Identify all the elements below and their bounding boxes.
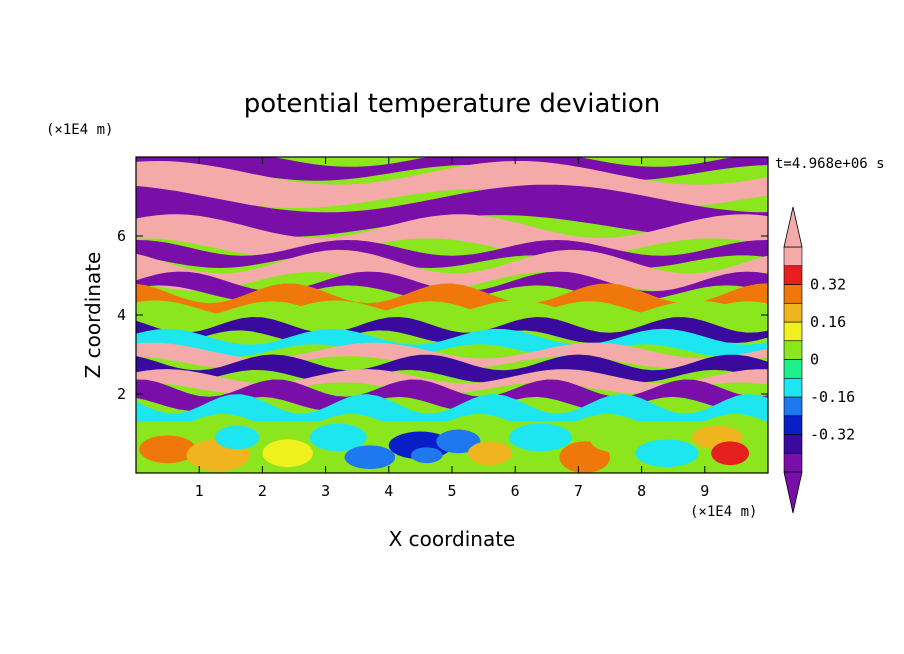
colorbar-swatch bbox=[783, 452, 803, 473]
colorbar-label: -0.32 bbox=[810, 426, 855, 444]
colorbar-label: 0 bbox=[810, 351, 819, 369]
colorbar-swatch bbox=[783, 302, 803, 323]
chart-title: potential temperature deviation bbox=[244, 89, 660, 119]
y-axis-ticks: 2 4 6 bbox=[117, 227, 768, 403]
field-eddy bbox=[559, 441, 610, 474]
y-tick-label: 4 bbox=[117, 306, 126, 324]
colorbar-swatch bbox=[783, 340, 803, 360]
field-band bbox=[136, 249, 768, 291]
colorbar-swatch bbox=[783, 321, 803, 342]
field-eddy bbox=[635, 439, 699, 468]
y-unit-label: (×1E4 m) bbox=[46, 122, 113, 138]
field-band bbox=[136, 214, 768, 258]
field-eddy bbox=[309, 423, 367, 452]
field-band bbox=[136, 328, 768, 357]
colorbar-swatch bbox=[783, 246, 803, 267]
field-eddy bbox=[467, 441, 513, 466]
field-eddy bbox=[344, 445, 396, 470]
colorbar-over-arrow bbox=[783, 206, 803, 248]
colorbar-swatch bbox=[783, 415, 803, 435]
colorbar: 0.32 0.16 0 -0.16 -0.32 bbox=[783, 206, 855, 514]
x-unit-label: (×1E4 m) bbox=[690, 504, 757, 520]
colorbar-swatch bbox=[783, 434, 803, 454]
colorbar-label: 0.16 bbox=[810, 313, 846, 331]
x-tick-label: 1 bbox=[195, 482, 204, 500]
field-eddy bbox=[139, 435, 197, 464]
field-band bbox=[136, 394, 768, 430]
colorbar-swatch bbox=[783, 396, 803, 417]
x-tick-label: 7 bbox=[574, 482, 583, 500]
x-tick-label: 4 bbox=[384, 482, 393, 500]
colorbar-swatch bbox=[783, 265, 803, 285]
colorbar-label: -0.16 bbox=[810, 388, 855, 406]
field-band bbox=[136, 184, 768, 238]
y-tick-label: 2 bbox=[117, 385, 126, 403]
field-plot bbox=[135, 156, 769, 474]
colorbar-swatch bbox=[783, 377, 803, 398]
x-tick-label: 9 bbox=[700, 482, 709, 500]
colorbar-under-arrow bbox=[783, 471, 803, 514]
field-eddy bbox=[215, 425, 260, 450]
x-tick-label: 2 bbox=[258, 482, 267, 500]
x-tick-label: 5 bbox=[447, 482, 456, 500]
field-eddy bbox=[410, 447, 443, 464]
field-eddy bbox=[508, 423, 573, 452]
field-eddy bbox=[262, 439, 313, 468]
colorbar-label: 0.32 bbox=[810, 276, 846, 294]
field-band bbox=[136, 283, 768, 317]
x-tick-label: 3 bbox=[321, 482, 330, 500]
colorbar-swatch bbox=[783, 284, 803, 304]
x-axis-label: X coordinate bbox=[389, 527, 516, 551]
colorbar-swatch bbox=[783, 359, 803, 379]
x-axis-ticks: 1 2 3 4 5 6 7 8 9 bbox=[195, 157, 709, 500]
field-band bbox=[136, 300, 768, 332]
time-label: t=4.968e+06 s bbox=[775, 156, 885, 172]
y-tick-label: 6 bbox=[117, 227, 126, 245]
x-tick-label: 8 bbox=[637, 482, 646, 500]
y-axis-label: Z coordinate bbox=[81, 252, 105, 379]
field-eddy bbox=[711, 441, 750, 466]
field-eddy bbox=[436, 429, 481, 454]
x-tick-label: 6 bbox=[511, 482, 520, 500]
